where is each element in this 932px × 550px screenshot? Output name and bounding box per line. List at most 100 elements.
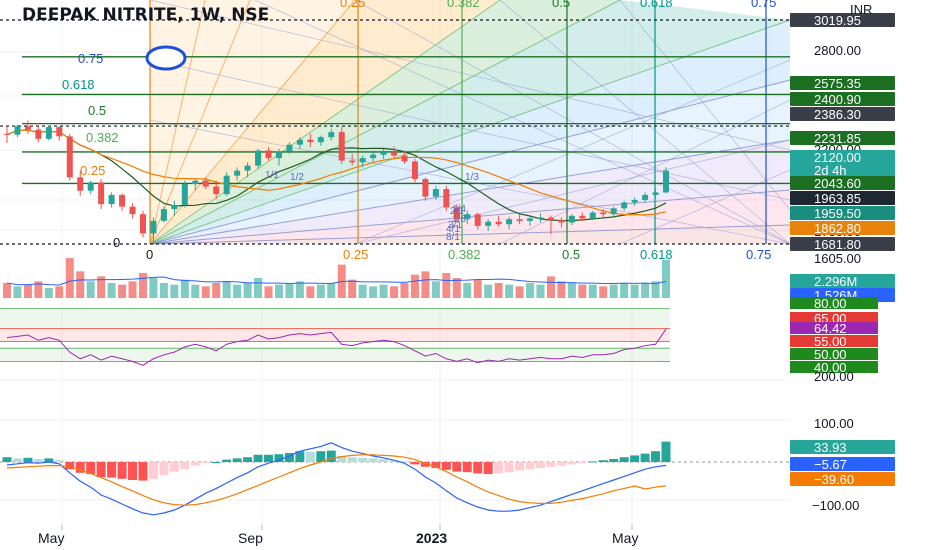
volume-bar bbox=[442, 273, 451, 298]
fib-fill-layer bbox=[150, 0, 790, 244]
candle-body bbox=[77, 177, 84, 191]
fib-top-label: 0.5 bbox=[552, 0, 570, 10]
rsi-tag-bg bbox=[790, 348, 878, 360]
volume-tag-bg bbox=[790, 274, 895, 288]
gann-grid-line bbox=[619, 169, 791, 245]
candle-body bbox=[328, 132, 335, 138]
price-tag: 1681.80 bbox=[814, 237, 861, 252]
macd-histogram-bar bbox=[159, 462, 169, 476]
candle-body bbox=[474, 214, 481, 226]
macd-histogram-bar bbox=[305, 451, 315, 462]
macd-histogram-bar bbox=[201, 462, 211, 464]
volume-bar bbox=[264, 286, 273, 298]
volume-bar bbox=[180, 279, 189, 298]
macd-histogram-bar bbox=[33, 459, 43, 462]
price-tag-bg bbox=[790, 92, 895, 106]
macd-histogram-bar bbox=[483, 462, 493, 474]
candle-body bbox=[506, 219, 513, 225]
fib-left-label: 0.75 bbox=[78, 51, 103, 66]
rsi-tag-bg bbox=[790, 297, 878, 309]
macd-histogram-bar bbox=[211, 462, 221, 463]
volume-bar bbox=[662, 259, 670, 298]
candle-body bbox=[610, 208, 617, 215]
candle-body bbox=[119, 194, 126, 207]
price-tag-bg bbox=[790, 191, 895, 205]
fib-left-label: 0.25 bbox=[80, 163, 105, 178]
macd-tag: −39.60 bbox=[814, 472, 854, 487]
volume-bar bbox=[578, 284, 587, 298]
macd-histogram-bar bbox=[567, 462, 577, 465]
candle-body bbox=[391, 152, 398, 156]
price-tag: 1963.85 bbox=[814, 191, 861, 206]
candle-body bbox=[464, 214, 471, 220]
price-axis-tick: 2800.00 bbox=[814, 43, 861, 58]
volume-bar bbox=[212, 283, 221, 298]
candle-body bbox=[4, 133, 10, 135]
volume-bar bbox=[44, 288, 53, 298]
fan-ray bbox=[149, 224, 791, 245]
axis-layer: 2800.002200.001730.001605.003019.952575.… bbox=[38, 13, 895, 546]
macd-histogram-bar bbox=[661, 441, 671, 462]
macd-histogram-bar bbox=[630, 455, 640, 462]
candle-body bbox=[359, 158, 366, 163]
candle-body bbox=[286, 144, 293, 152]
rsi-tag-bg bbox=[790, 335, 878, 347]
volume-bar bbox=[557, 281, 566, 298]
volume-bar bbox=[86, 281, 95, 298]
macd-histogram-bar bbox=[86, 462, 96, 474]
candle-body bbox=[631, 199, 638, 203]
price-tag-bg bbox=[790, 131, 895, 145]
volume-bar bbox=[379, 284, 388, 298]
candle-body bbox=[98, 182, 105, 205]
candle-body bbox=[349, 160, 356, 163]
gann-grid-line bbox=[354, 139, 791, 245]
volume-bar bbox=[170, 284, 179, 298]
volume-bar bbox=[536, 284, 545, 298]
volume-bar bbox=[76, 271, 85, 298]
candle-body bbox=[411, 161, 418, 180]
macd-line bbox=[6, 442, 667, 516]
volume-bar bbox=[515, 286, 524, 298]
fib-anchor-handle[interactable] bbox=[145, 45, 187, 71]
volume-bar bbox=[34, 281, 43, 298]
candle-body bbox=[129, 206, 136, 215]
volume-bar bbox=[243, 283, 252, 298]
candle-body bbox=[443, 189, 450, 208]
candle-body bbox=[223, 175, 230, 195]
volume-bar bbox=[452, 278, 461, 298]
volume-bar bbox=[118, 284, 127, 298]
candle-body bbox=[453, 207, 460, 220]
candle-body bbox=[150, 220, 157, 234]
macd-histogram-bar bbox=[274, 454, 284, 462]
candle-body bbox=[14, 126, 21, 135]
volume-bar bbox=[410, 274, 419, 298]
fan-ray bbox=[149, 0, 621, 245]
volume-bar bbox=[588, 284, 597, 298]
macd-histogram-bar bbox=[264, 454, 274, 462]
volume-bar bbox=[641, 283, 650, 298]
time-axis-label: 2023 bbox=[416, 530, 447, 546]
volume-bar bbox=[128, 281, 137, 298]
candle-body bbox=[87, 182, 94, 191]
fib-label-layer: 0.25 0.382 0.5 0.618 0.75 0 0.25 0.382 0.5 0.618 0… bbox=[62, 0, 776, 262]
candle-body bbox=[516, 219, 523, 221]
macd-histogram-bar bbox=[420, 462, 430, 467]
macd-histogram-bar bbox=[546, 462, 556, 467]
macd-histogram-bar bbox=[337, 456, 347, 462]
gann-grid-line bbox=[354, 0, 791, 245]
candle-body bbox=[652, 192, 659, 195]
macd-histogram-bar bbox=[588, 461, 598, 463]
candle-body bbox=[56, 127, 63, 137]
price-tag: 2386.30 bbox=[814, 107, 861, 122]
volume-bar bbox=[149, 278, 158, 298]
gann-grid-line bbox=[149, 59, 791, 201]
macd-histogram-bar bbox=[577, 462, 587, 464]
macd-histogram-bar bbox=[316, 451, 326, 462]
macd-histogram-bar bbox=[556, 462, 566, 466]
candle-body bbox=[422, 179, 429, 197]
candle-body bbox=[160, 209, 167, 221]
volume-bar bbox=[348, 279, 357, 298]
candle-body bbox=[234, 170, 241, 176]
volume-bar bbox=[546, 276, 555, 298]
chart-title: DEEPAK NITRITE, 1W, NSE bbox=[22, 5, 269, 25]
